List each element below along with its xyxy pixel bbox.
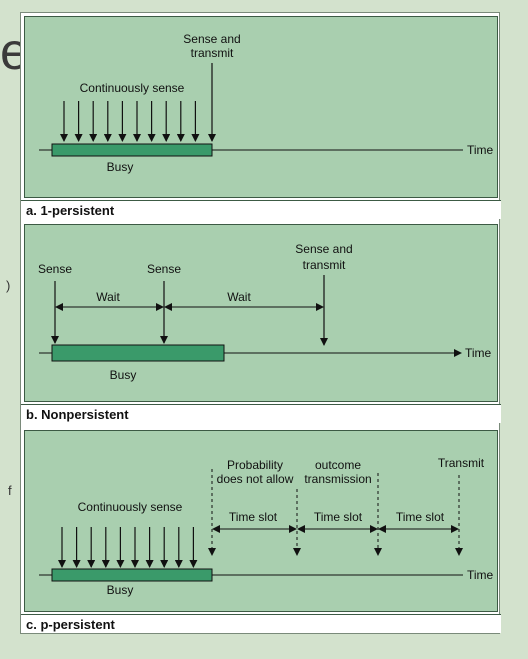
- time-slot-label: Time slot: [396, 510, 445, 524]
- time-slot-label: Time slot: [229, 510, 278, 524]
- transmit-label: Transmit: [438, 456, 485, 470]
- background-text-fragment: f: [8, 483, 12, 498]
- time-label: Time: [465, 346, 492, 360]
- csma-persistence-figure: Sense and transmit Continuously sense Bu…: [20, 12, 501, 634]
- wait-label: Wait: [227, 290, 251, 304]
- continuously-sense-label: Continuously sense: [80, 81, 185, 95]
- probability-label: does not allow: [217, 472, 294, 486]
- sense-label: Sense: [38, 262, 72, 276]
- panel-nonpersistent: Sense Sense Sense and transmit Wait Wait…: [24, 224, 498, 402]
- sense-and-transmit-label: transmit: [191, 46, 234, 60]
- busy-bar: [51, 568, 213, 582]
- sense-arrows: [60, 101, 200, 142]
- wait-label: Wait: [96, 290, 120, 304]
- time-label: Time: [467, 143, 494, 157]
- slot-boundaries: [208, 469, 463, 556]
- caption-a: a. 1-persistent: [21, 200, 501, 219]
- panel-p-persistent: Probability does not allow outcome trans…: [24, 430, 498, 612]
- busy-label: Busy: [110, 368, 137, 382]
- background-text-fragment: ): [6, 278, 11, 293]
- panel-c-diagram: Probability does not allow outcome trans…: [39, 456, 494, 597]
- busy-bar: [51, 143, 213, 157]
- panel-a-diagram: Sense and transmit Continuously sense Bu…: [39, 32, 494, 174]
- sense-label: Sense: [147, 262, 181, 276]
- caption-c: c. p-persistent: [21, 614, 501, 633]
- panel-1-persistent: Sense and transmit Continuously sense Bu…: [24, 16, 498, 198]
- time-label: Time: [467, 568, 494, 582]
- caption-b: b. Nonpersistent: [21, 404, 501, 423]
- busy-label: Busy: [107, 583, 134, 597]
- sense-and-transmit-label: Sense and: [183, 32, 240, 46]
- busy-label: Busy: [107, 160, 134, 174]
- sense-and-transmit-label: Sense and: [295, 242, 352, 256]
- probability-label: Probability: [227, 458, 283, 472]
- continuously-sense-label: Continuously sense: [78, 500, 183, 514]
- sense-and-transmit-label: transmit: [303, 258, 346, 272]
- outcome-label: transmission: [304, 472, 371, 486]
- busy-bar: [51, 344, 225, 362]
- time-slot-label: Time slot: [314, 510, 363, 524]
- panel-b-diagram: Sense Sense Sense and transmit Wait Wait…: [38, 242, 492, 382]
- sense-arrows: [58, 527, 198, 568]
- outcome-label: outcome: [315, 458, 361, 472]
